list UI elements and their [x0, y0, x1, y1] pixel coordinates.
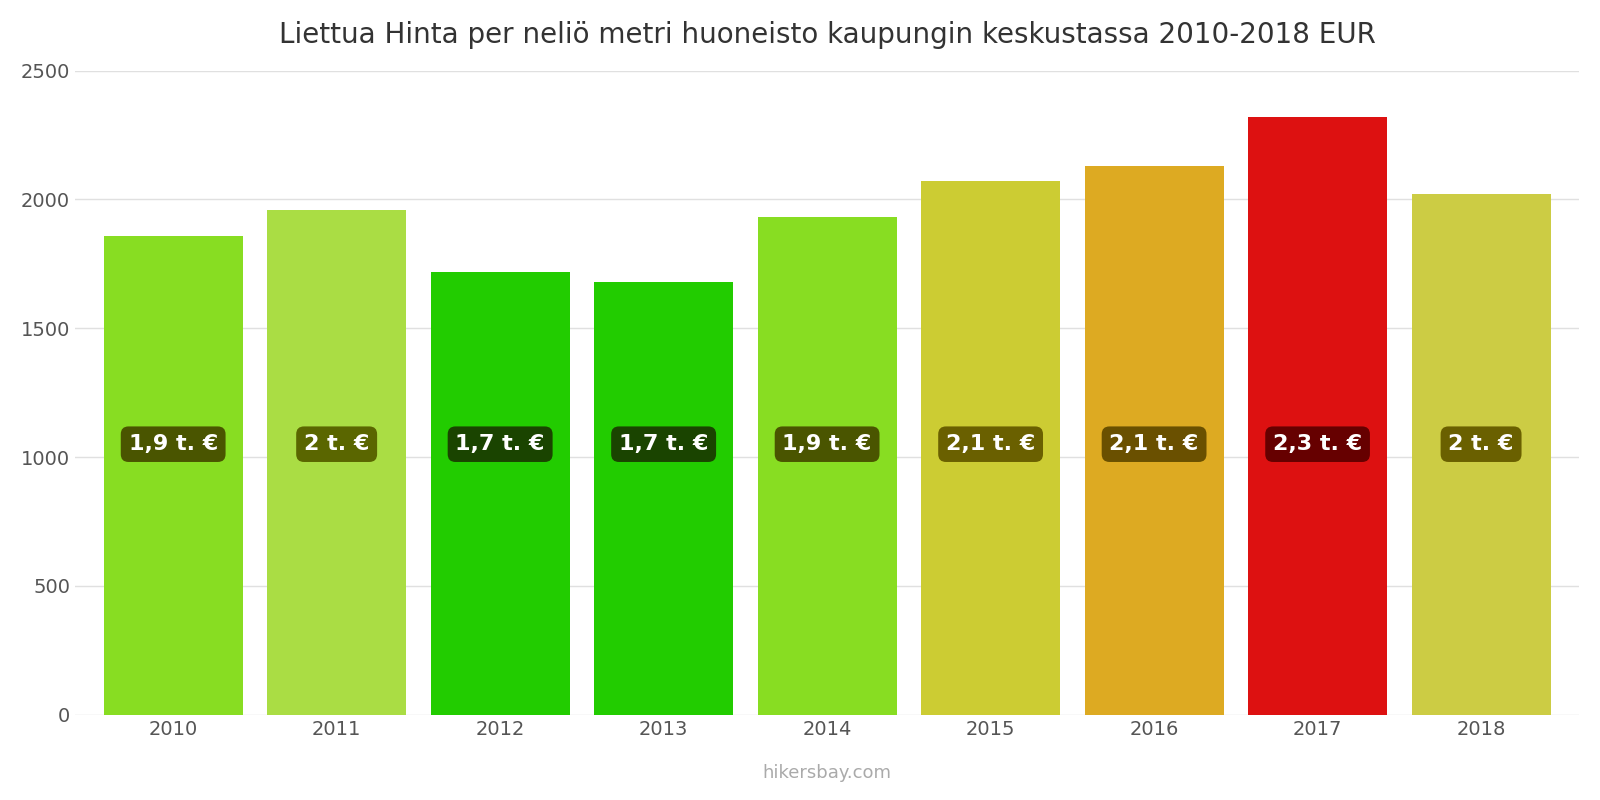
Bar: [104, 235, 243, 714]
Bar: [922, 182, 1061, 714]
Text: 2,1 t. €: 2,1 t. €: [946, 434, 1035, 454]
Bar: [594, 282, 733, 714]
Title: Liettua Hinta per neliö metri huoneisto kaupungin keskustassa 2010-2018 EUR: Liettua Hinta per neliö metri huoneisto …: [278, 21, 1376, 49]
Text: 2 t. €: 2 t. €: [1448, 434, 1514, 454]
Text: 1,9 t. €: 1,9 t. €: [782, 434, 872, 454]
Text: 2 t. €: 2 t. €: [304, 434, 370, 454]
Text: 1,7 t. €: 1,7 t. €: [456, 434, 546, 454]
Bar: [267, 210, 406, 714]
Bar: [430, 271, 570, 714]
Text: 2,3 t. €: 2,3 t. €: [1274, 434, 1362, 454]
Text: 1,7 t. €: 1,7 t. €: [619, 434, 709, 454]
Bar: [758, 218, 896, 714]
Bar: [1085, 166, 1224, 714]
Text: hikersbay.com: hikersbay.com: [763, 764, 891, 782]
Bar: [1248, 117, 1387, 714]
Bar: [1411, 194, 1550, 714]
Text: 1,9 t. €: 1,9 t. €: [128, 434, 218, 454]
Text: 2,1 t. €: 2,1 t. €: [1109, 434, 1198, 454]
